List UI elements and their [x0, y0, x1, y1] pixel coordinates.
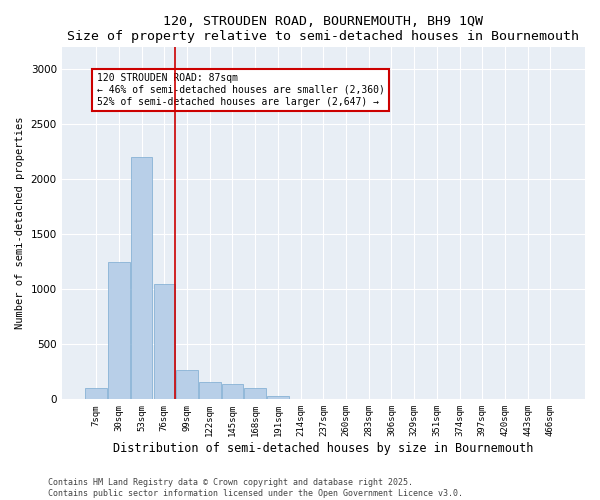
Title: 120, STROUDEN ROAD, BOURNEMOUTH, BH9 1QW
Size of property relative to semi-detac: 120, STROUDEN ROAD, BOURNEMOUTH, BH9 1QW… [67, 15, 580, 43]
Bar [85, 388, 107, 400]
Text: Contains HM Land Registry data © Crown copyright and database right 2025.
Contai: Contains HM Land Registry data © Crown c… [48, 478, 463, 498]
X-axis label: Distribution of semi-detached houses by size in Bournemouth: Distribution of semi-detached houses by … [113, 442, 533, 455]
Y-axis label: Number of semi-detached properties: Number of semi-detached properties [15, 117, 25, 330]
Bar [222, 384, 243, 400]
Bar [176, 370, 198, 400]
Bar [154, 284, 175, 400]
Bar [108, 262, 130, 400]
Bar [244, 388, 266, 400]
Text: 120 STROUDEN ROAD: 87sqm
← 46% of semi-detached houses are smaller (2,360)
52% o: 120 STROUDEN ROAD: 87sqm ← 46% of semi-d… [97, 74, 385, 106]
Bar [290, 399, 311, 400]
Bar [199, 382, 221, 400]
Bar [267, 396, 289, 400]
Bar [131, 157, 152, 400]
